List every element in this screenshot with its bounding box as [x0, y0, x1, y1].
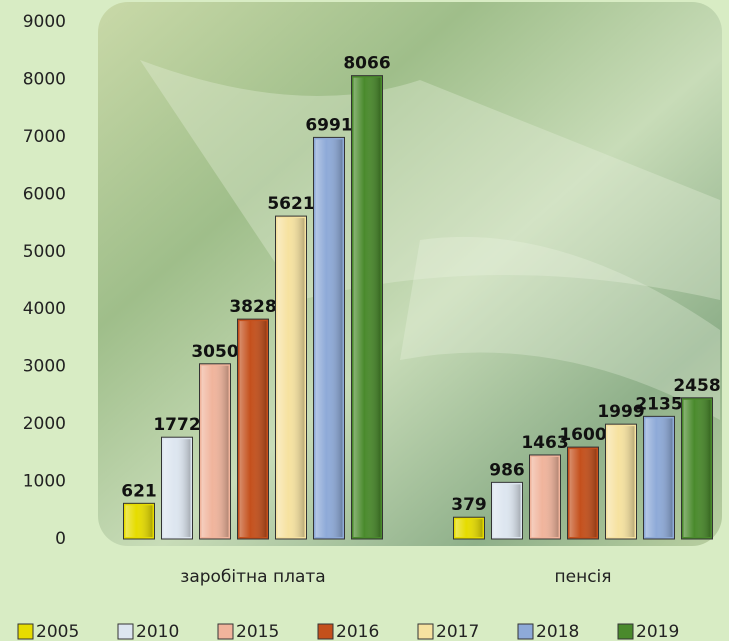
data-label: 1999 [597, 402, 644, 422]
legend-label: 2016 [336, 622, 379, 641]
bar-shine [163, 439, 191, 537]
data-label: 6991 [305, 115, 352, 135]
legend-label: 2015 [236, 622, 279, 641]
legend-label: 2018 [536, 622, 579, 641]
data-label: 379 [451, 495, 487, 515]
data-label: 2135 [635, 394, 682, 414]
legend-label: 2010 [136, 622, 179, 641]
bar-shine [645, 418, 673, 537]
data-label: 1772 [153, 415, 200, 435]
data-label: 5621 [267, 194, 314, 214]
y-tick-label: 4000 [23, 299, 66, 319]
legend-swatch [217, 623, 234, 640]
banknote-decoration [400, 236, 720, 420]
data-label: 3050 [191, 342, 238, 362]
legend-label: 2019 [636, 622, 679, 641]
bar-shine [569, 449, 597, 537]
bar-shine [683, 399, 711, 537]
y-tick-label: 2000 [23, 414, 66, 434]
x-tick-label: пенсія [555, 567, 612, 587]
y-tick-label: 6000 [23, 184, 66, 204]
legend-label: 2005 [36, 622, 79, 641]
data-label: 986 [489, 460, 525, 480]
y-tick-label: 1000 [23, 472, 66, 492]
y-tick-label: 7000 [23, 127, 66, 147]
legend-label: 2017 [436, 622, 479, 641]
y-tick-label: 5000 [23, 242, 66, 262]
y-tick-label: 9000 [23, 12, 66, 32]
data-label: 3828 [229, 297, 276, 317]
legend-swatch [317, 623, 334, 640]
y-tick-label: 0 [55, 529, 66, 549]
bar-shine [493, 484, 521, 537]
bar-shine [201, 365, 229, 537]
y-tick-label: 8000 [23, 69, 66, 89]
bar-shine [607, 426, 635, 537]
data-label: 1600 [559, 425, 606, 445]
bar-shine [353, 77, 381, 538]
bar-shine [125, 505, 153, 537]
bar-shine [277, 218, 305, 537]
legend-swatch [117, 623, 134, 640]
data-label: 8066 [343, 54, 390, 74]
data-label: 2458 [673, 376, 720, 396]
legend-swatch [517, 623, 534, 640]
bar-shine [315, 139, 343, 537]
legend-swatch [17, 623, 34, 640]
legend-swatch [617, 623, 634, 640]
legend-swatch [417, 623, 434, 640]
bar-shine [239, 321, 267, 537]
data-label: 1463 [521, 433, 568, 453]
x-tick-label: заробітна плата [180, 567, 325, 587]
bar-shine [455, 519, 483, 537]
y-tick-label: 3000 [23, 357, 66, 377]
data-label: 621 [121, 481, 157, 501]
bar-shine [531, 456, 559, 537]
